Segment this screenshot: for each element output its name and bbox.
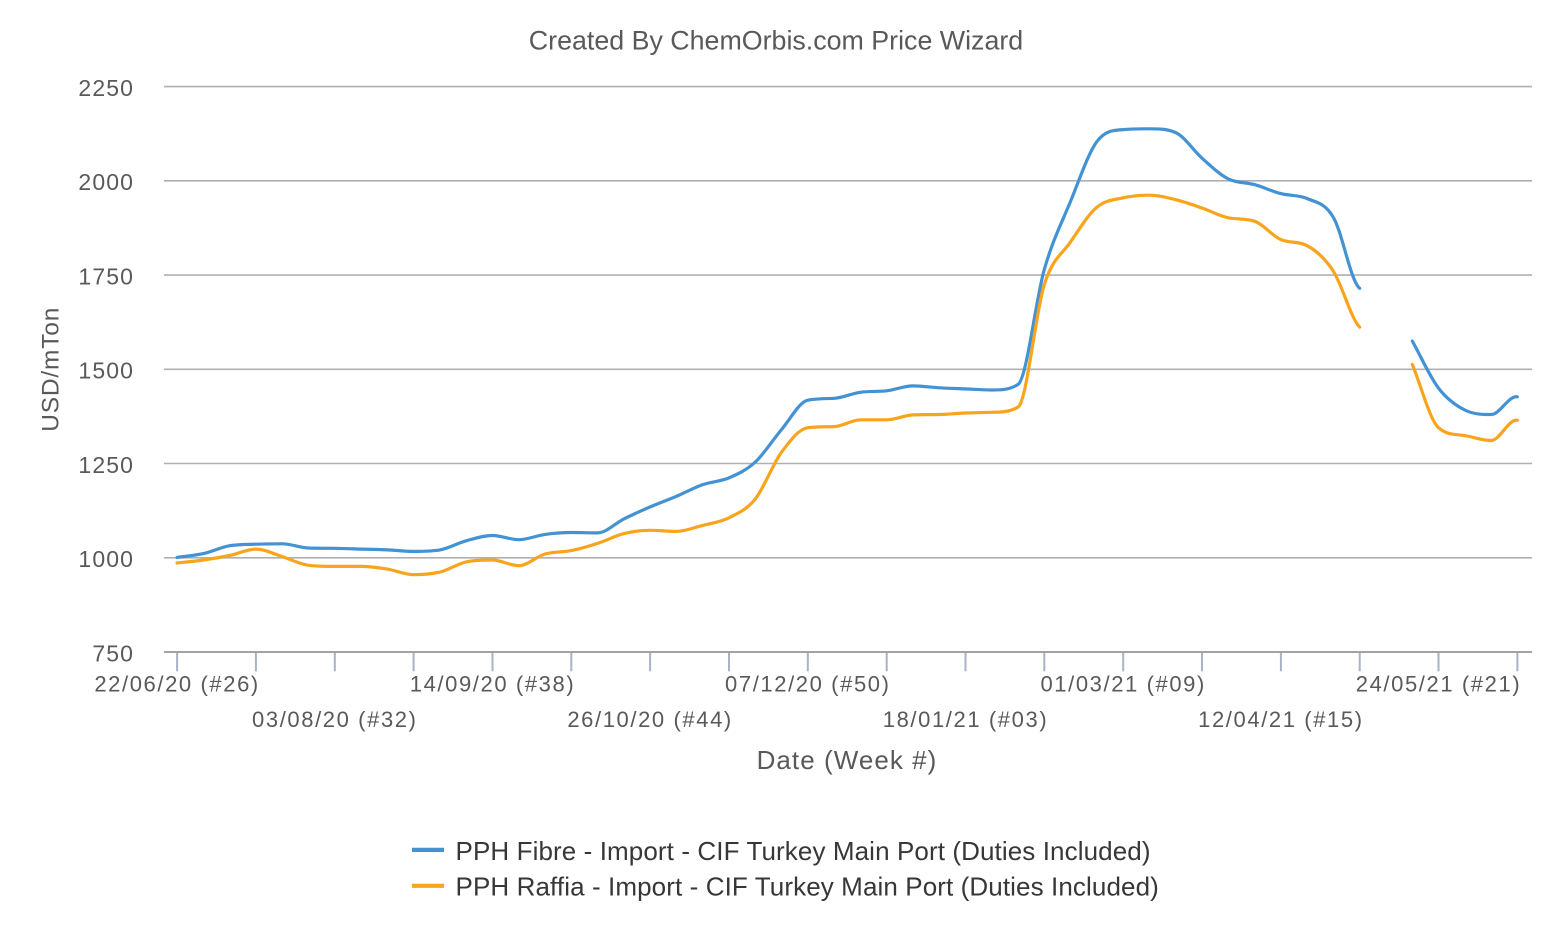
svg-text:Created By ChemOrbis.com Price: Created By ChemOrbis.com Price Wizard xyxy=(529,26,1023,56)
svg-text:2000: 2000 xyxy=(78,169,134,195)
svg-text:26/10/20 (#44): 26/10/20 (#44) xyxy=(567,707,733,732)
svg-text:14/09/20 (#38): 14/09/20 (#38) xyxy=(410,672,576,697)
svg-text:1750: 1750 xyxy=(78,264,134,290)
svg-text:03/08/20 (#32): 03/08/20 (#32) xyxy=(252,707,418,732)
svg-text:22/06/20 (#26): 22/06/20 (#26) xyxy=(94,672,260,697)
svg-text:07/12/20 (#50): 07/12/20 (#50) xyxy=(725,672,891,697)
svg-text:USD/mTon: USD/mTon xyxy=(38,307,65,432)
svg-text:01/03/21 (#09): 01/03/21 (#09) xyxy=(1040,672,1206,697)
svg-text:PPH Fibre - Import - CIF Turke: PPH Fibre - Import - CIF Turkey Main Por… xyxy=(456,836,1151,866)
svg-text:1250: 1250 xyxy=(78,452,134,478)
svg-text:750: 750 xyxy=(92,640,134,666)
svg-text:2250: 2250 xyxy=(78,75,134,101)
svg-text:12/04/21 (#15): 12/04/21 (#15) xyxy=(1198,707,1364,732)
svg-text:24/05/21 (#21): 24/05/21 (#21) xyxy=(1356,672,1522,697)
svg-text:18/01/21 (#03): 18/01/21 (#03) xyxy=(883,707,1049,732)
svg-text:Date (Week #): Date (Week #) xyxy=(757,745,938,775)
svg-text:PPH Raffia - Import - CIF Turk: PPH Raffia - Import - CIF Turkey Main Po… xyxy=(456,871,1159,901)
svg-text:1000: 1000 xyxy=(78,546,134,572)
svg-text:1500: 1500 xyxy=(78,358,134,384)
